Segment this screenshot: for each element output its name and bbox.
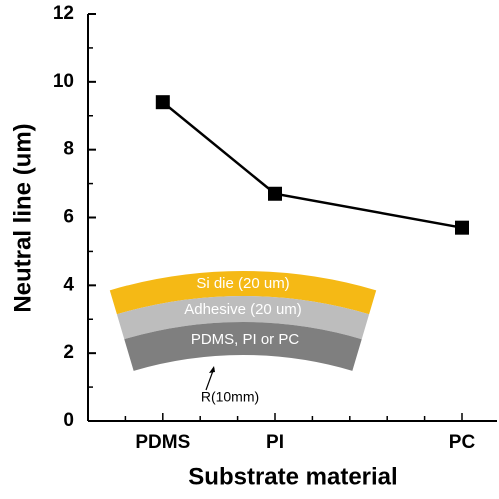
x-tick-label: PI xyxy=(266,432,284,453)
data-point xyxy=(156,95,170,109)
y-tick-label: 10 xyxy=(53,71,74,92)
y-axis-title: Neutral line (um) xyxy=(9,123,36,312)
y-tick-label: 12 xyxy=(53,3,74,24)
inset-layer-label: Si die (20 um) xyxy=(196,275,289,292)
inset-radius-label: R(10mm) xyxy=(201,389,259,405)
y-tick-label: 4 xyxy=(63,274,74,295)
y-tick-label: 2 xyxy=(63,342,74,363)
data-point xyxy=(268,187,282,201)
x-axis-title: Substrate material xyxy=(188,463,397,490)
data-point xyxy=(455,221,469,235)
series-line xyxy=(163,102,462,227)
chart: Substrate material Neutral line (um) Si … xyxy=(0,0,499,499)
y-tick-label: 0 xyxy=(63,410,74,431)
y-tick-label: 8 xyxy=(63,139,74,160)
inset-layer-label: Adhesive (20 um) xyxy=(184,301,302,318)
x-tick-label: PDMS xyxy=(135,432,190,453)
y-tick-label: 6 xyxy=(63,207,74,228)
radius-arrow-head xyxy=(209,366,215,373)
inset-layer-label: PDMS, PI or PC xyxy=(191,331,300,348)
x-tick-label: PC xyxy=(449,432,476,453)
